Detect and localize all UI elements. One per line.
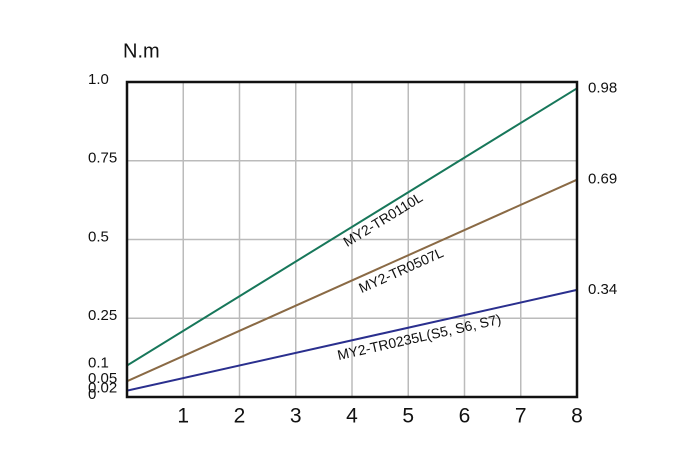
plot-frame: [125, 80, 579, 399]
end-value-label: 0.34: [588, 281, 617, 298]
series-line: [126, 288, 578, 392]
series-label: MY2-TR0507L: [356, 244, 446, 296]
series-line: [126, 87, 578, 367]
y-tick-label: 1.0: [88, 71, 109, 88]
y-tick-label: 0: [88, 386, 96, 403]
y-tick-label: 0.25: [88, 307, 117, 324]
end-value-label: 0.69: [588, 171, 617, 188]
x-tick-label: 2: [234, 405, 246, 428]
x-tick-label: 7: [515, 405, 527, 428]
y-tick-label: 0.1: [88, 354, 109, 371]
series-line: [126, 178, 578, 383]
y-axis-label: N.m: [123, 40, 160, 62]
y-tick-label: 0.75: [88, 150, 117, 167]
y-tick-label: 0.05: [88, 370, 117, 387]
y-tick-label: 0.02: [88, 380, 117, 397]
end-value-label: 0.98: [588, 79, 617, 96]
series-label: MY2-TR0110L: [340, 189, 425, 250]
x-tick-label: 5: [402, 405, 414, 428]
x-tick-label: 3: [290, 405, 302, 428]
x-tick-label: 1: [177, 405, 189, 428]
y-tick-label: 0.5: [88, 228, 109, 245]
x-tick-label: 4: [346, 405, 358, 428]
x-tick-label: 6: [459, 405, 471, 428]
x-tick-label: 8: [571, 405, 583, 428]
